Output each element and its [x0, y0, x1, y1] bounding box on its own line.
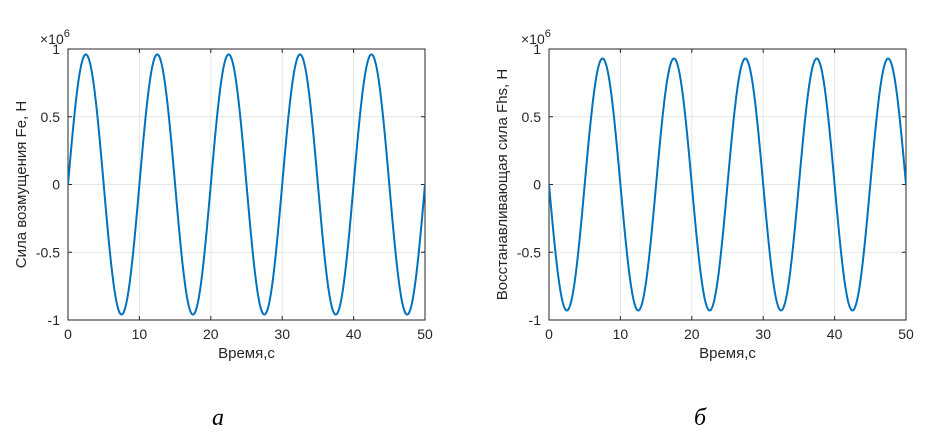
y-axis-label: Восстанавливающая сила Fhs, Н: [494, 69, 511, 300]
x-axis-label: Время,с: [218, 345, 275, 362]
panel-caption: а: [212, 405, 224, 431]
y-tick-label: 1: [52, 41, 60, 57]
x-tick-label: 20: [684, 326, 700, 342]
chart-panel-b: 0 10 20 30 40 50 -1 -0.5 0 0.5 1×106 Время,с Восстан…: [494, 28, 914, 431]
x-tick-label: 50: [417, 326, 433, 342]
x-tick-label: 0: [545, 326, 553, 342]
y-exponent-power: 6: [545, 28, 551, 40]
x-axis-label: Время,с: [699, 345, 756, 362]
y-tick-label: 0: [533, 177, 541, 193]
chart-panel-a: 0 10 20 30 40 50 -1 -0.5 0 0.5 1×106 Время,с Сила во…: [13, 28, 433, 431]
y-tick-label: 0.5: [522, 109, 542, 125]
y-axis-label: Сила возмущения Fe, Н: [13, 101, 30, 268]
y-tick-label: -1: [48, 312, 61, 328]
series-line: [68, 53, 425, 316]
y-tick-label: -0.5: [36, 244, 60, 260]
x-tick-label: 40: [827, 326, 843, 342]
y-tick-label: -1: [529, 312, 542, 328]
series-line: [549, 57, 906, 312]
y-tick-label: -0.5: [517, 244, 541, 260]
x-tick-label: 30: [274, 326, 290, 342]
panel-caption: б: [694, 405, 707, 431]
x-tick-label: 10: [613, 326, 629, 342]
y-exponent-label: ×106: [40, 28, 70, 47]
y-tick-label: 1: [533, 41, 541, 57]
x-tick-label: 50: [898, 326, 914, 342]
x-tick-label: 40: [346, 326, 362, 342]
x-tick-label: 20: [203, 326, 219, 342]
x-tick-label: 30: [755, 326, 771, 342]
x-tick-label: 0: [64, 326, 72, 342]
y-exponent-label: ×106: [521, 28, 551, 47]
y-exponent-power: 6: [64, 28, 70, 40]
y-tick-label: 0: [52, 177, 60, 193]
y-tick-label: 0.5: [41, 109, 61, 125]
x-tick-label: 10: [132, 326, 148, 342]
